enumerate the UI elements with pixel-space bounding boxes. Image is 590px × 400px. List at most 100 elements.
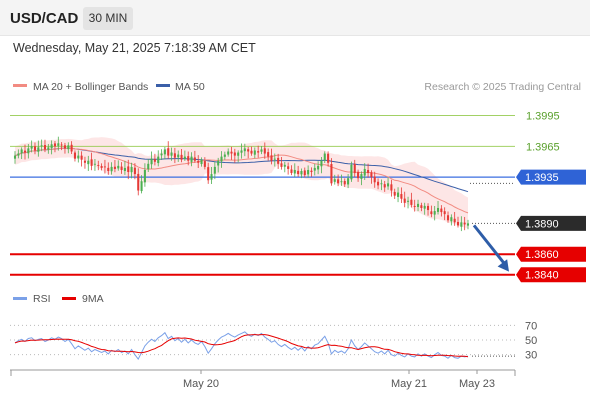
candle-body xyxy=(230,151,233,154)
candle-body xyxy=(327,153,330,163)
candle xyxy=(123,160,126,175)
candle-body xyxy=(446,215,450,221)
candle-body xyxy=(330,164,333,184)
candle xyxy=(243,143,246,157)
candle xyxy=(137,168,140,196)
candle-body xyxy=(313,167,316,171)
candle xyxy=(90,152,93,171)
candle xyxy=(277,153,280,169)
candle-body xyxy=(197,160,200,163)
level-label-13995: 1.3995 xyxy=(526,111,560,123)
candle-body xyxy=(147,163,150,170)
candle-body xyxy=(383,184,386,188)
candle-body xyxy=(113,166,116,169)
candle xyxy=(127,159,130,180)
candle-body xyxy=(80,155,83,160)
candle-body xyxy=(287,166,290,169)
candle-body xyxy=(263,148,266,154)
candle xyxy=(407,196,410,209)
candle xyxy=(436,200,440,215)
candle xyxy=(417,199,420,212)
candle-body xyxy=(187,156,190,161)
candle xyxy=(113,160,116,173)
candle xyxy=(63,142,66,154)
candle-body xyxy=(177,154,180,158)
candle-body xyxy=(83,160,86,163)
rsi-ma-line xyxy=(14,334,469,358)
candle xyxy=(147,158,150,172)
candle-body xyxy=(267,152,270,157)
candle xyxy=(87,155,90,171)
candle-body xyxy=(163,149,166,155)
candle-body xyxy=(247,149,250,152)
candle-body xyxy=(47,147,50,150)
candle-body xyxy=(303,170,306,176)
candle-body xyxy=(90,159,93,166)
candle-body xyxy=(43,145,47,150)
candle-body xyxy=(220,156,223,162)
candles xyxy=(13,136,470,232)
candle-body xyxy=(167,148,170,156)
price-tag-bg xyxy=(516,246,586,262)
candle-body xyxy=(87,160,90,165)
candle-body xyxy=(143,169,146,183)
candle xyxy=(456,216,460,228)
candle-body xyxy=(340,181,343,183)
candle-body xyxy=(417,203,420,207)
legend-label-ma20: MA 20 + Bollinger Bands xyxy=(33,81,148,93)
candle-body xyxy=(343,181,346,185)
candle xyxy=(333,174,336,185)
candle-body xyxy=(73,152,76,159)
candle-body xyxy=(100,166,103,168)
candle xyxy=(257,145,260,158)
candle xyxy=(283,161,286,173)
candle-body xyxy=(466,223,470,226)
candle xyxy=(400,187,403,203)
candle-body xyxy=(360,174,363,179)
candle xyxy=(173,147,176,164)
candle xyxy=(233,148,236,163)
candle-body xyxy=(420,205,423,208)
candle xyxy=(140,175,143,194)
candle xyxy=(380,179,383,191)
candle xyxy=(390,179,393,197)
candle xyxy=(313,163,316,176)
candle-body xyxy=(60,144,63,146)
candle-body xyxy=(293,169,296,174)
candle xyxy=(300,168,303,179)
candle xyxy=(353,159,356,178)
candle xyxy=(183,150,186,161)
candle xyxy=(47,143,50,154)
candle xyxy=(403,191,406,208)
price-tag-13935: 1.3935 xyxy=(525,172,559,184)
candle xyxy=(107,162,110,175)
candle xyxy=(397,187,400,203)
candle-body xyxy=(310,170,313,173)
candle-body xyxy=(37,147,40,152)
candle-body xyxy=(393,191,396,196)
timeframe-button[interactable]: 30 MIN xyxy=(83,7,133,30)
legend-swatch-ma20 xyxy=(13,84,27,87)
candle-body xyxy=(423,205,426,209)
candle-body xyxy=(243,148,246,152)
candle xyxy=(43,139,47,153)
candle xyxy=(263,142,266,159)
candle xyxy=(440,205,443,217)
candle xyxy=(17,149,20,159)
candle xyxy=(157,150,160,167)
candle xyxy=(67,142,70,154)
candle xyxy=(27,144,30,159)
candle xyxy=(450,214,453,226)
candle-body xyxy=(17,153,20,156)
candle-body xyxy=(13,155,17,159)
candle-body xyxy=(193,157,196,161)
candle-body xyxy=(440,208,443,213)
candle xyxy=(167,141,170,159)
candle xyxy=(100,163,103,171)
candle xyxy=(200,157,203,167)
candle xyxy=(120,162,123,174)
legend-swatch-ma50 xyxy=(156,84,170,87)
level-label-13965: 1.3965 xyxy=(526,141,560,153)
credit-text: Research © 2025 Trading Central xyxy=(424,81,581,93)
rsi-tick-30: 30 xyxy=(525,350,537,362)
